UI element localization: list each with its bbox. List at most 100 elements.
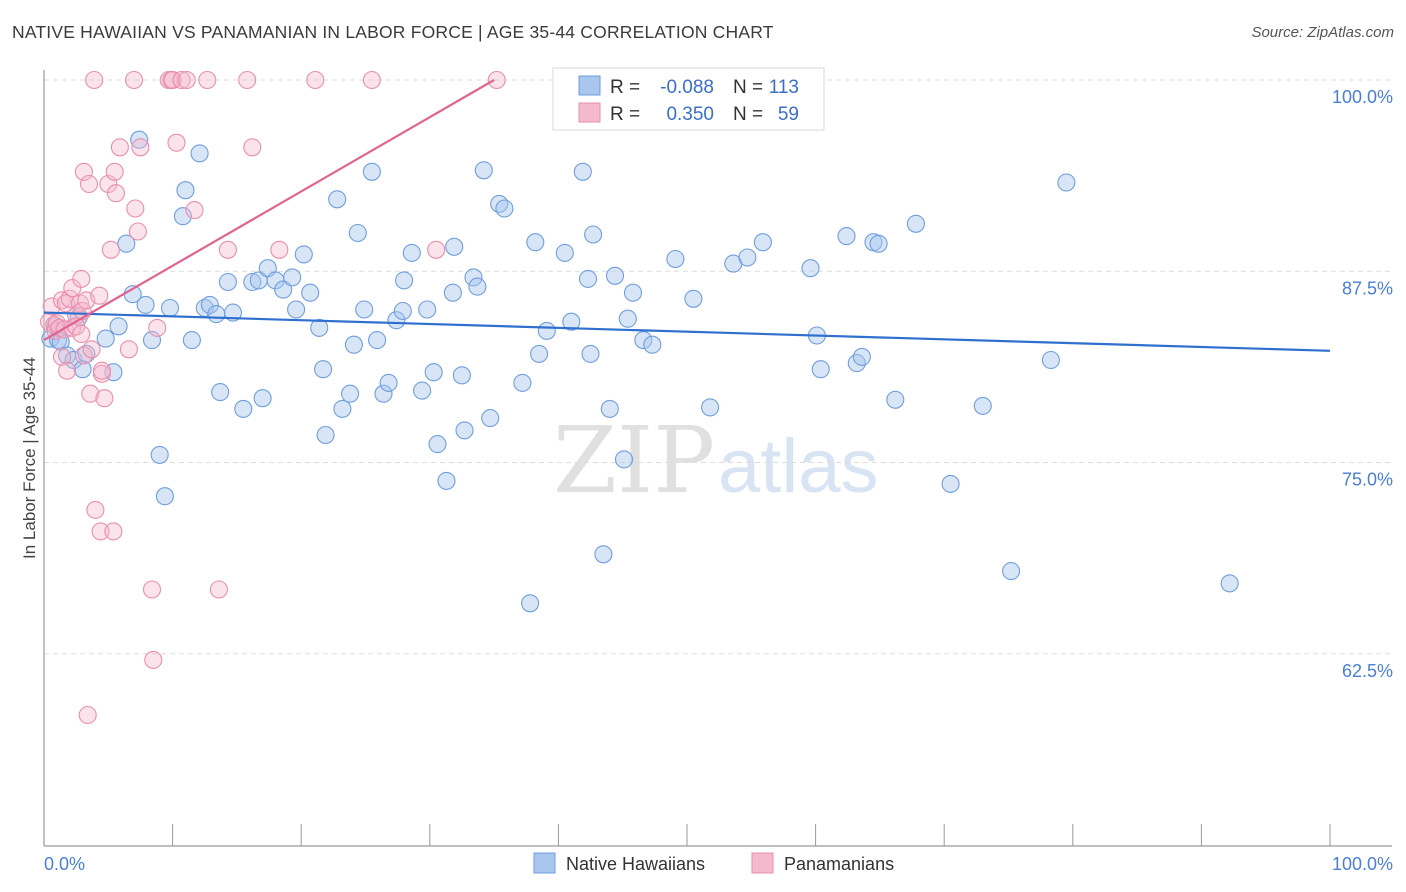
legend-n-label-1: N = (733, 77, 763, 98)
panamanians-point-31 (92, 361, 111, 380)
y-tick-label-1: 75.0% (1342, 470, 1393, 490)
native-hawaiians-point-74 (521, 594, 540, 613)
panamanians-point-64 (487, 70, 506, 90)
panamanians-point-61 (362, 70, 381, 90)
native-hawaiians-point-30 (234, 399, 253, 418)
legend-r-label-2: R = (610, 104, 640, 125)
native-hawaiians-point-57 (402, 243, 421, 262)
legend-n-label-2: N = (733, 104, 763, 125)
native-hawaiians-point-66 (455, 421, 474, 440)
native-hawaiians-point-40 (301, 283, 320, 302)
panamanians-point-7 (52, 347, 72, 366)
series-legend-swatch-panamanians (751, 852, 774, 874)
native-hawaiians-point-106 (869, 234, 888, 253)
native-hawaiians-point-107 (886, 390, 905, 409)
stats-legend: R = -0.088 N = 113 R = 0.350 N = 59 (552, 67, 825, 131)
native-hawaiians-point-55 (393, 301, 412, 321)
native-hawaiians-point-51 (368, 331, 387, 350)
native-hawaiians-point-45 (333, 399, 352, 418)
native-hawaiians-point-68 (468, 277, 487, 296)
native-hawaiians-point-11 (109, 317, 128, 336)
panamanians-point-34 (101, 240, 120, 259)
native-hawaiians-point-80 (573, 162, 592, 181)
legend-n-value-1: 113 (769, 77, 799, 98)
panamanians-point-17 (72, 269, 91, 288)
panamanians-point-62 (427, 240, 446, 259)
trend-lines (43, 79, 1331, 352)
native-hawaiians-point-76 (530, 344, 549, 363)
native-hawaiians-point-14 (130, 130, 149, 149)
chart-title: NATIVE HAWAIIAN VS PANAMANIAN IN LABOR F… (12, 22, 774, 42)
x-tick-label-min: 0.0% (44, 854, 85, 874)
native-hawaiians-point-94 (701, 398, 720, 417)
native-hawaiians-point-53 (379, 373, 398, 392)
native-hawaiians-point-59 (418, 300, 437, 319)
native-hawaiians-point-111 (1002, 562, 1021, 581)
panamanians-point-59 (270, 240, 289, 259)
native-hawaiians-point-33 (253, 389, 272, 408)
native-hawaiians-point-56 (395, 271, 414, 290)
panamanians-point-53 (185, 201, 204, 220)
legend-swatch-panamanians (578, 102, 601, 123)
native-hawaiians-point-110 (973, 396, 992, 415)
panamanians-point-1 (42, 297, 61, 316)
panamanians-point-63 (78, 705, 97, 725)
native-hawaiians-point-37 (283, 268, 302, 287)
panamanians-point-55 (209, 580, 228, 599)
y-axis-label: In Labor Force | Age 35-44 (20, 357, 39, 559)
native-hawaiians-point-91 (643, 335, 662, 354)
native-hawaiians-point-73 (513, 373, 532, 392)
legend-n-value-2: 59 (778, 104, 799, 125)
x-ticks (43, 824, 1331, 846)
native-hawaiians-point-44 (328, 190, 347, 209)
native-hawaiians-point-87 (614, 450, 634, 469)
native-hawaiians-point-61 (428, 435, 447, 454)
native-hawaiians-point-62 (437, 471, 456, 490)
panamanians-point-32 (95, 389, 114, 408)
native-hawaiians-point-38 (287, 300, 306, 319)
series-legend: Native Hawaiians Panamanians (533, 852, 894, 874)
native-hawaiians-point-7 (73, 360, 92, 379)
native-hawaiians-point-25 (200, 295, 219, 314)
legend-swatch-native-hawaiians (578, 75, 601, 96)
native-hawaiians-point-60 (424, 363, 443, 382)
native-hawaiians-point-36 (274, 280, 293, 299)
panamanians-point-29 (91, 522, 110, 541)
panamanians-point-50 (167, 133, 186, 152)
native-hawaiians-point-65 (452, 366, 471, 385)
y-tick-label-3: 100.0% (1332, 87, 1393, 107)
native-hawaiians-point-77 (537, 321, 556, 340)
watermark-atlas: atlas (718, 424, 879, 509)
y-tick-label-0: 62.5% (1342, 661, 1393, 681)
series-legend-swatch-native-hawaiians (533, 852, 556, 874)
native-hawaiians-point-31 (243, 272, 262, 292)
panamanians-point-45 (144, 650, 163, 669)
native-hawaiians-point-101 (811, 360, 830, 379)
panamanians-point-36 (105, 162, 124, 181)
native-hawaiians-point-41 (310, 318, 329, 337)
native-hawaiians-point-9 (96, 329, 115, 348)
native-hawaiians-point-69 (474, 161, 493, 180)
native-hawaiians-point-97 (753, 233, 772, 252)
native-hawaiians-point-90 (634, 331, 653, 350)
panamanians-point-44 (142, 580, 162, 599)
panamanians-point-26 (85, 70, 104, 90)
native-hawaiians-point-79 (562, 312, 581, 331)
native-hawaiians-point-47 (344, 335, 363, 354)
native-hawaiians-point-23 (190, 144, 209, 163)
panamanians-point-28 (90, 286, 109, 305)
panamanians-point-40 (124, 70, 144, 90)
series-legend-label-native-hawaiians: Native Hawaiians (566, 854, 705, 874)
y-tick-label-2: 87.5% (1342, 278, 1393, 298)
panamanians-point-35 (104, 522, 123, 541)
watermark: ZIP atlas (553, 407, 879, 514)
native-hawaiians-point-17 (150, 445, 169, 464)
native-hawaiians-point-85 (600, 399, 619, 418)
native-hawaiians-point-75 (526, 233, 545, 252)
native-hawaiians-point-81 (578, 269, 598, 288)
native-hawaiians-point-22 (182, 331, 201, 350)
watermark-zip: ZIP (553, 407, 715, 514)
native-hawaiians-point-84 (594, 545, 613, 564)
native-hawaiians-point-99 (801, 259, 820, 278)
